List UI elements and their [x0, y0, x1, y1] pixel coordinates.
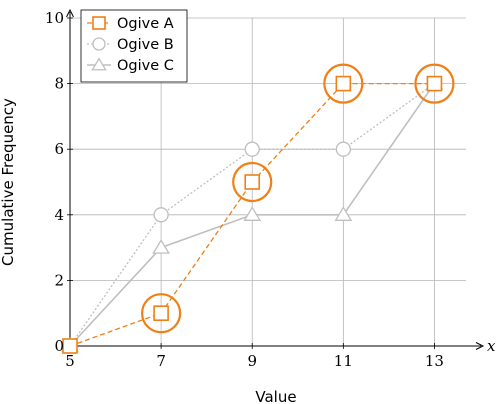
x-axis-arrow	[475, 342, 485, 350]
legend-marker	[92, 37, 106, 51]
legend-label: Ogive C	[117, 58, 174, 74]
y-tick-label-6: 6	[54, 140, 64, 158]
data-point	[335, 75, 352, 92]
data-point	[426, 75, 443, 92]
x-tick-label-13: 13	[425, 352, 444, 370]
highlight-ring	[232, 161, 273, 203]
x-axis-title: Value	[255, 388, 296, 404]
x-tick-label-9: 9	[247, 352, 257, 370]
highlight-ring	[141, 293, 182, 334]
data-point	[335, 141, 351, 157]
tick-labels: 5 7 9 11 13 0 2 4 6 8 10	[45, 9, 444, 370]
legend-item-ogive-a: Ogive A	[87, 16, 174, 32]
legend-marker	[91, 57, 107, 71]
legend-label: Ogive A	[117, 16, 174, 32]
data-point	[62, 338, 78, 354]
legend-marker	[92, 16, 106, 30]
data-point	[244, 141, 260, 157]
legend: Ogive A Ogive B Ogive C	[80, 9, 188, 83]
x-tick-label-11: 11	[334, 352, 353, 370]
data-point	[243, 206, 262, 221]
x-tick-label-5: 5	[65, 352, 75, 370]
data-point	[334, 206, 353, 221]
series-ogive-a	[62, 63, 455, 354]
y-axis-title: Cumulative Frequency	[0, 98, 17, 266]
x-tick-label-7: 7	[156, 352, 166, 370]
axes-layer	[66, 8, 485, 350]
legend-item-ogive-c: Ogive C	[87, 57, 174, 74]
y-tick-label-10: 10	[45, 9, 64, 27]
y-tick-label-8: 8	[54, 75, 64, 93]
legend-label: Ogive B	[117, 37, 174, 53]
highlight-ring	[323, 63, 364, 104]
data-point	[152, 238, 170, 254]
data-point	[153, 207, 169, 223]
y-axis-arrow	[66, 8, 74, 18]
y-tick-label-0: 0	[54, 337, 64, 355]
y-tick-label-2: 2	[54, 271, 64, 289]
y-tick-label-4: 4	[54, 206, 64, 224]
highlight-ring	[414, 63, 455, 104]
data-point	[153, 305, 169, 322]
series-layer	[61, 63, 455, 354]
x-axis-variable: x	[487, 337, 496, 355]
data-point	[244, 174, 261, 190]
legend-item-ogive-b: Ogive B	[87, 37, 174, 53]
